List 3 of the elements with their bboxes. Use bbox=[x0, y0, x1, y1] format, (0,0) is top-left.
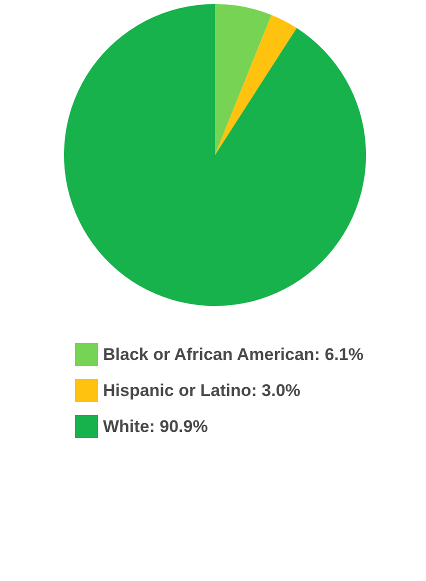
legend-label: Black or African American: 6.1% bbox=[103, 345, 364, 364]
legend-label: Hispanic or Latino: 3.0% bbox=[103, 381, 300, 400]
legend-label: White: 90.9% bbox=[103, 417, 208, 436]
